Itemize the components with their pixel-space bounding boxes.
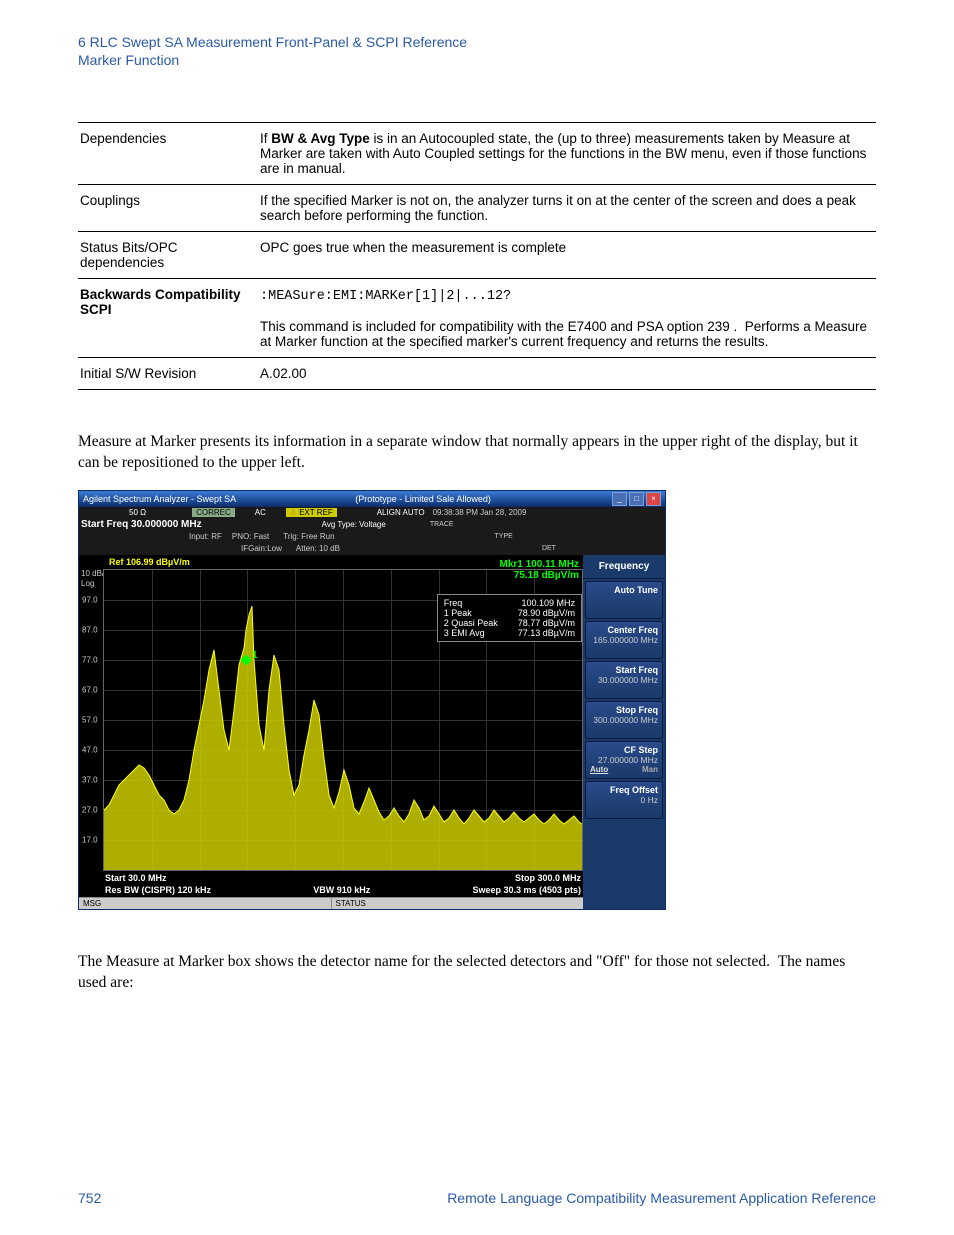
window-titlebar: Agilent Spectrum Analyzer - Swept SA (Pr…	[79, 491, 665, 507]
window-title: Agilent Spectrum Analyzer - Swept SA	[83, 494, 236, 504]
softkey-button[interactable]: Freq Offset0 Hz	[585, 781, 663, 819]
body-paragraph-2: The Measure at Marker box shows the dete…	[78, 952, 876, 994]
y-tick: 37.0	[82, 775, 98, 784]
header-chapter: 6 RLC Swept SA Measurement Front-Panel &…	[78, 34, 876, 50]
maximize-icon[interactable]: □	[629, 492, 644, 506]
spec-value: If the specified Marker is not on, the a…	[258, 185, 876, 232]
pno-label: PNO: Fast	[232, 532, 269, 541]
spec-label: Dependencies	[78, 123, 258, 185]
marker-box-label: Freq	[444, 598, 502, 608]
softkey-button[interactable]: Stop Freq300.000000 MHz	[585, 701, 663, 739]
atten-label: Atten: 10 dB	[296, 544, 340, 553]
spec-table: DependenciesIf BW & Avg Type is in an Au…	[78, 122, 876, 390]
start-freq-label: Start Freq 30.000000 MHz	[79, 519, 202, 530]
marker-box-label: 3 EMI Avg	[444, 628, 502, 638]
marker-number-label: 1	[252, 650, 258, 661]
marker-box-value: 100.109 MHz	[502, 598, 575, 608]
spec-label: Backwards Compatibility SCPI	[78, 279, 258, 358]
trace-label: TRACE	[430, 521, 454, 528]
footer-title: Remote Language Compatibility Measuremen…	[447, 1190, 876, 1206]
marker-box-table: Freq100.109 MHz1 Peak78.90 dBµV/m2 Quasi…	[444, 598, 575, 638]
timestamp-label: 09:38:38 PM Jan 28, 2009	[433, 508, 527, 517]
impedance-label: 50 Ω	[129, 508, 146, 517]
correc-label: CORREC	[192, 508, 235, 517]
page-number: 752	[78, 1190, 101, 1206]
spec-label: Couplings	[78, 185, 258, 232]
spec-value: OPC goes true when the measurement is co…	[258, 232, 876, 279]
spec-label: Initial S/W Revision	[78, 358, 258, 390]
y-tick: 97.0	[82, 595, 98, 604]
close-icon[interactable]: ×	[646, 492, 661, 506]
avgtype-label: Avg Type: Voltage	[322, 520, 386, 529]
marker-box-value: 77.13 dBµV/m	[502, 628, 575, 638]
trig-label: Trig: Free Run	[283, 532, 334, 541]
spec-value: A.02.00	[258, 358, 876, 390]
y-tick: 67.0	[82, 685, 98, 694]
softkey-button[interactable]: CF Step27.000000 MHzAutoMan	[585, 741, 663, 779]
extref-label: EXT REF	[286, 508, 337, 517]
spec-label: Status Bits/OPC dependencies	[78, 232, 258, 279]
y-tick: 87.0	[82, 625, 98, 634]
softkey-button[interactable]: Start Freq30.000000 MHz	[585, 661, 663, 699]
marker-box-label: 1 Peak	[444, 608, 502, 618]
analyzer-screenshot: Agilent Spectrum Analyzer - Swept SA (Pr…	[78, 490, 876, 910]
minimize-icon[interactable]: _	[612, 492, 627, 506]
logscale-label: Log	[81, 579, 94, 588]
alignauto-label: ALIGN AUTO	[377, 508, 425, 517]
det-label: DET	[542, 545, 556, 552]
marker-box-label: 2 Quasi Peak	[444, 618, 502, 628]
body-paragraph-1: Measure at Marker presents its informati…	[78, 432, 876, 474]
softkey-button[interactable]: Auto Tune	[585, 581, 663, 619]
y-tick: 27.0	[82, 805, 98, 814]
spec-value: If BW & Avg Type is in an Autocoupled st…	[258, 123, 876, 185]
marker-box-value: 78.90 dBµV/m	[502, 608, 575, 618]
ac-label: AC	[255, 508, 266, 517]
page-footer: 752 Remote Language Compatibility Measur…	[78, 1190, 876, 1206]
menu-title: Frequency	[583, 555, 665, 579]
marker-box-value: 78.77 dBµV/m	[502, 618, 575, 628]
statusbar-label: STATUS	[332, 898, 584, 909]
marker-readout: Mkr1 100.11 MHz 75.18 dBµV/m	[500, 559, 580, 581]
stop-label: Stop 300.0 MHz	[515, 873, 581, 883]
header-section: Marker Function	[78, 52, 876, 68]
msg-label: MSG	[79, 898, 332, 909]
spec-value: :MEASure:EMI:MARKer[1]|2|...12?This comm…	[258, 279, 876, 358]
resbw-label: Res BW (CISPR) 120 kHz	[105, 885, 211, 895]
ifgain-label: IFGain:Low	[241, 544, 282, 553]
y-tick: 77.0	[82, 655, 98, 664]
trace-plot: Freq100.109 MHz1 Peak78.90 dBµV/m2 Quasi…	[103, 569, 583, 871]
status-bar: 50 Ω CORREC AC EXT REF ALIGN AUTO 09:38:…	[79, 507, 665, 555]
vbw-label: VBW 910 kHz	[313, 885, 370, 895]
sweep-label: Sweep 30.3 ms (4503 pts)	[472, 885, 581, 895]
input-label: Input: RF	[189, 532, 222, 541]
softkey-button[interactable]: Center Freq165.000000 MHz	[585, 621, 663, 659]
start-label: Start 30.0 MHz	[105, 873, 167, 883]
type-label: TYPE	[495, 533, 513, 540]
softkey-menu: Frequency Auto TuneCenter Freq165.000000…	[583, 555, 665, 909]
marker-box: Freq100.109 MHz1 Peak78.90 dBµV/m2 Quasi…	[437, 594, 582, 642]
y-tick: 47.0	[82, 745, 98, 754]
y-tick: 57.0	[82, 715, 98, 724]
y-tick: 17.0	[82, 835, 98, 844]
ref-label: Ref 106.99 dBµV/m	[109, 557, 190, 567]
message-bar: MSG STATUS	[79, 897, 583, 909]
prototype-label: (Prototype - Limited Sale Allowed)	[355, 494, 491, 504]
